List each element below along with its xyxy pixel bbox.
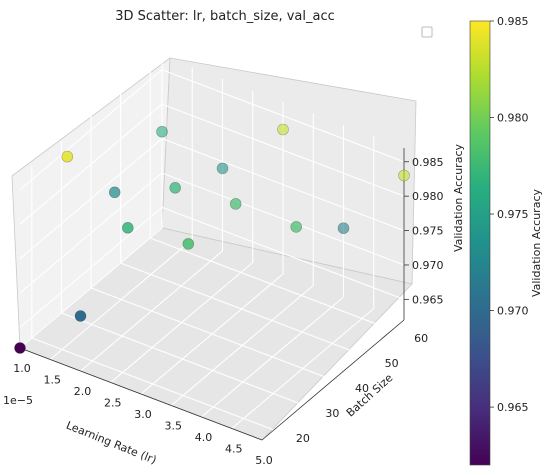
x-tick-label: 5.0: [255, 454, 273, 467]
scatter-point: [169, 182, 181, 194]
colorbar-tick-label: 0.975: [497, 208, 529, 221]
colorbar-tick-label: 0.980: [497, 112, 529, 125]
scatter-point: [156, 125, 168, 138]
x-tick-label: 4.0: [195, 431, 213, 444]
scatter-point: [290, 221, 303, 233]
colorbar-tick-label: 0.985: [497, 15, 529, 28]
x-tick-label: 3.5: [165, 420, 183, 433]
x-tick-label: 2.5: [104, 397, 122, 410]
scatter-point: [398, 169, 410, 182]
z-axis-label: Validation Accuracy: [452, 143, 465, 252]
x-tick-labels: 1.0 1.5 2.0 2.5 3.0 3.5 4.0 4.5 5.0: [13, 362, 273, 467]
z-tick-label: 0.985: [412, 156, 444, 169]
colorbar-tick-label: 0.970: [497, 305, 529, 318]
x-axis-label: Learning Rate (lr): [64, 419, 158, 467]
y-tick-labels: 20 30 40 50 60: [296, 332, 428, 445]
scatter-point: [337, 222, 350, 234]
scatter-point: [229, 198, 242, 210]
chart-title: 3D Scatter: lr, batch_size, val_acc: [115, 9, 335, 24]
y-tick-label: 20: [296, 432, 310, 445]
scatter-point: [61, 150, 74, 163]
x-offset-label: 1e−5: [3, 394, 33, 407]
colorbar-ticks: 0.965 0.970 0.975 0.980 0.985: [490, 15, 529, 414]
x-tick-label: 1.0: [13, 362, 31, 375]
z-tick-labels: 0.965 0.970 0.975 0.980 0.985: [404, 156, 444, 306]
y-axis-label: Batch Size: [344, 371, 396, 419]
x-tick-label: 2.0: [74, 385, 92, 398]
legend-box: [421, 26, 433, 38]
y-tick-label: 60: [414, 332, 428, 345]
scatter-point: [182, 238, 195, 250]
z-tick-label: 0.975: [412, 225, 444, 238]
scatter-point: [74, 310, 87, 322]
x-tick-label: 3.0: [134, 408, 152, 421]
x-tick-label: 1.5: [44, 374, 62, 387]
colorbar: [469, 20, 491, 466]
colorbar-tick-label: 0.965: [497, 401, 529, 414]
z-tick-label: 0.965: [412, 293, 444, 306]
scatter-point: [216, 162, 229, 175]
x-tick-label: 4.5: [225, 443, 243, 456]
z-tick-label: 0.970: [412, 259, 444, 272]
y-tick-label: 50: [385, 357, 399, 370]
z-tick-label: 0.980: [412, 190, 444, 203]
y-tick-label: 30: [325, 407, 339, 420]
y-tick-label: 40: [355, 382, 369, 395]
scatter-point: [122, 222, 134, 234]
scatter-point: [277, 123, 289, 136]
scatter-points: [14, 123, 410, 354]
scatter-point: [14, 342, 26, 354]
colorbar-label: Validation Accuracy: [530, 188, 543, 297]
scatter-point: [108, 186, 121, 199]
